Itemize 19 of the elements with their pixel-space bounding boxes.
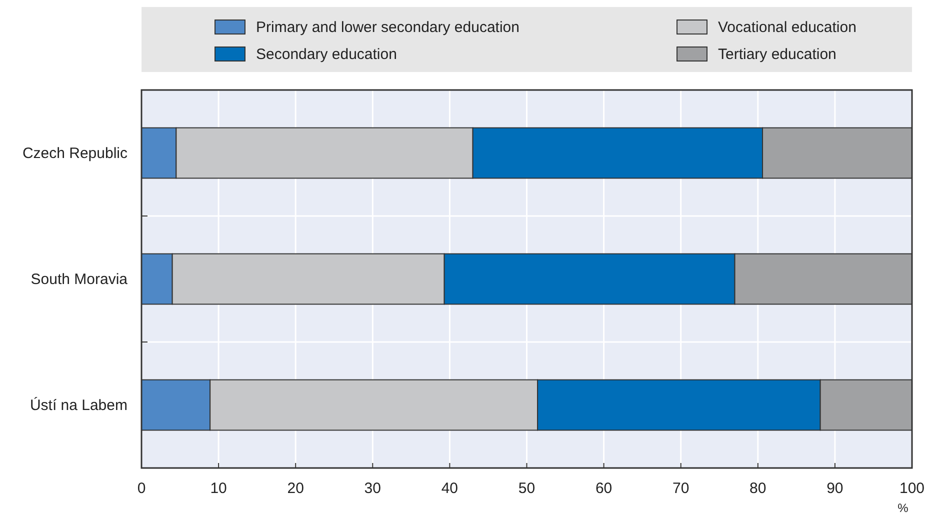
legend-label: Primary and lower secondary education xyxy=(256,19,520,36)
x-tick-label: 30 xyxy=(364,480,381,497)
y-tick-label: Czech Republic xyxy=(22,145,128,162)
x-tick-label: 100 xyxy=(899,480,925,497)
x-tick-label: 20 xyxy=(287,480,304,497)
y-tick-label: South Moravia xyxy=(30,271,128,288)
x-tick-label: 90 xyxy=(826,480,844,497)
x-tick-label: 70 xyxy=(672,480,690,497)
x-tick-label: 50 xyxy=(518,480,536,497)
x-tick-label: 0 xyxy=(137,480,146,497)
x-tick-label: 40 xyxy=(441,480,458,497)
y-tick-label: Ústí na Labem xyxy=(30,396,128,414)
legend-label: Secondary education xyxy=(256,46,397,63)
x-tick-label: 10 xyxy=(210,480,227,497)
x-axis-title: % xyxy=(898,501,909,514)
legend-label: Tertiary education xyxy=(718,46,836,63)
legend-label: Vocational education xyxy=(718,19,856,36)
x-tick-label: 80 xyxy=(750,480,766,497)
x-tick-label: 60 xyxy=(595,480,612,497)
